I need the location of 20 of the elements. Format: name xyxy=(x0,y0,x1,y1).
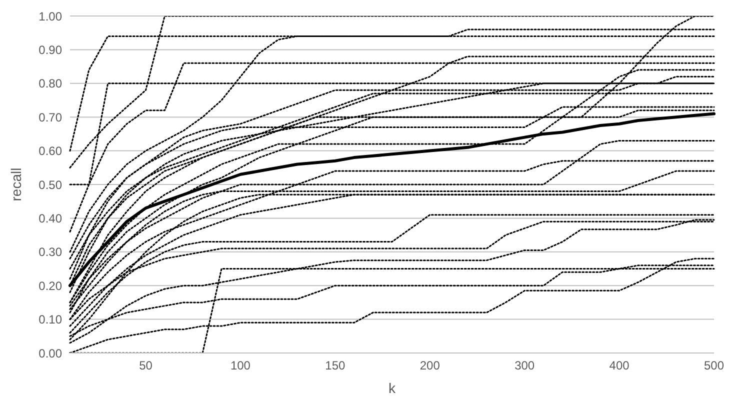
y-tick-label: 0.90 xyxy=(38,42,62,57)
y-tick-label: 0.70 xyxy=(38,110,62,124)
y-tick-label: 0.80 xyxy=(38,76,62,91)
y-tick-label: 0.60 xyxy=(38,144,62,158)
x-tick-label: 500 xyxy=(704,358,724,373)
x-axis-title: k xyxy=(388,380,396,396)
x-tick-label: 150 xyxy=(325,358,346,373)
y-tick-label: 0.20 xyxy=(38,278,62,293)
y-tick-label: 0.40 xyxy=(38,211,62,226)
y-axis-title: recall xyxy=(8,168,24,202)
y-tick-label: 1.00 xyxy=(38,9,62,24)
y-tick-label: 0.10 xyxy=(38,312,62,327)
x-tick-label: 200 xyxy=(420,358,440,373)
y-tick-label: 0.30 xyxy=(38,245,62,260)
x-tick-label: 50 xyxy=(139,358,153,373)
x-tick-label: 300 xyxy=(514,358,535,373)
x-tick-label: 400 xyxy=(609,358,630,373)
y-tick-label: 0.50 xyxy=(38,178,62,192)
y-tick-label: 0.00 xyxy=(38,346,62,360)
x-tick-label: 100 xyxy=(230,358,251,373)
